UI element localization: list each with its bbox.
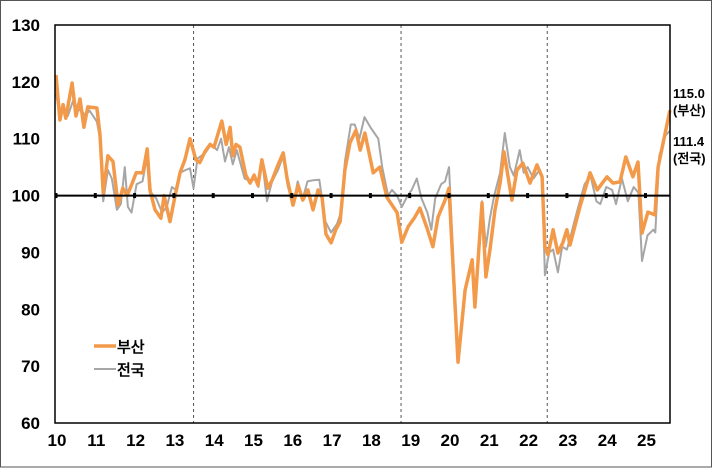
annotation-busan-label: (부산): [673, 103, 706, 118]
y-axis-tick-labels: 60 70 80 90 100 110 120 130: [12, 16, 40, 433]
y-tick-label: 100: [12, 187, 40, 206]
x-tick-label: 24: [598, 431, 617, 450]
x-tick-label: 11: [87, 431, 105, 450]
x-tick-label: 16: [283, 431, 302, 450]
x-axis-tick-labels: 10 11 12 13 14 15 16 17 18 19 20 21 22 23 24 25: [48, 431, 656, 450]
x-tick-label: 21: [480, 431, 499, 450]
x-tick-label: 17: [323, 431, 342, 450]
x-tick-mark: [329, 193, 333, 199]
y-tick-label: 80: [21, 300, 40, 319]
y-tick-label: 110: [13, 130, 40, 149]
y-tick-label: 60: [21, 414, 40, 433]
reference-line-100: [54, 193, 670, 199]
x-tick-mark: [565, 193, 569, 199]
x-tick-mark: [290, 193, 294, 199]
annotation-national-value: 111.4: [673, 134, 705, 149]
x-tick-mark: [133, 193, 137, 199]
legend-label-national: 전국: [117, 361, 145, 379]
y-tick-label: 90: [21, 243, 40, 262]
x-tick-label: 25: [637, 431, 656, 450]
y-tick-label: 130: [12, 16, 40, 35]
end-annotations: 115.0 (부산) 111.4 (전국): [673, 86, 706, 166]
x-tick-mark: [408, 193, 412, 199]
x-tick-label: 13: [165, 431, 184, 450]
x-tick-label: 22: [519, 431, 538, 450]
x-tick-label: 12: [126, 431, 145, 450]
x-tick-mark: [211, 193, 215, 199]
series-line-busan: [54, 74, 672, 364]
x-tick-mark: [93, 193, 97, 199]
x-tick-label: 23: [558, 431, 577, 450]
dashed-vertical-lines: [193, 25, 548, 423]
x-tick-mark: [368, 193, 372, 199]
y-tick-label: 120: [12, 73, 40, 92]
legend-label-busan: 부산: [117, 338, 145, 356]
x-tick-mark: [486, 193, 490, 199]
series-lines: [54, 74, 672, 364]
y-tick-label: 70: [21, 357, 40, 376]
x-tick-mark: [604, 193, 608, 199]
x-tick-mark: [251, 193, 254, 199]
legend: 부산 전국: [94, 338, 145, 379]
x-tick-label: 10: [48, 431, 67, 450]
x-tick-label: 19: [401, 431, 420, 450]
x-tick-label: 20: [441, 431, 460, 450]
x-tick-mark: [447, 193, 451, 199]
x-tick-mark: [54, 193, 58, 199]
annotation-national-label: (전국): [673, 151, 706, 166]
x-tick-label: 18: [362, 431, 381, 450]
x-tick-label: 14: [205, 431, 224, 450]
annotation-busan-value: 115.0: [673, 86, 705, 101]
x-tick-label: 15: [244, 431, 263, 450]
plot-frame: [54, 24, 671, 424]
x-tick-mark: [644, 193, 647, 199]
x-tick-mark: [526, 193, 530, 199]
x-tick-mark: [172, 193, 176, 199]
